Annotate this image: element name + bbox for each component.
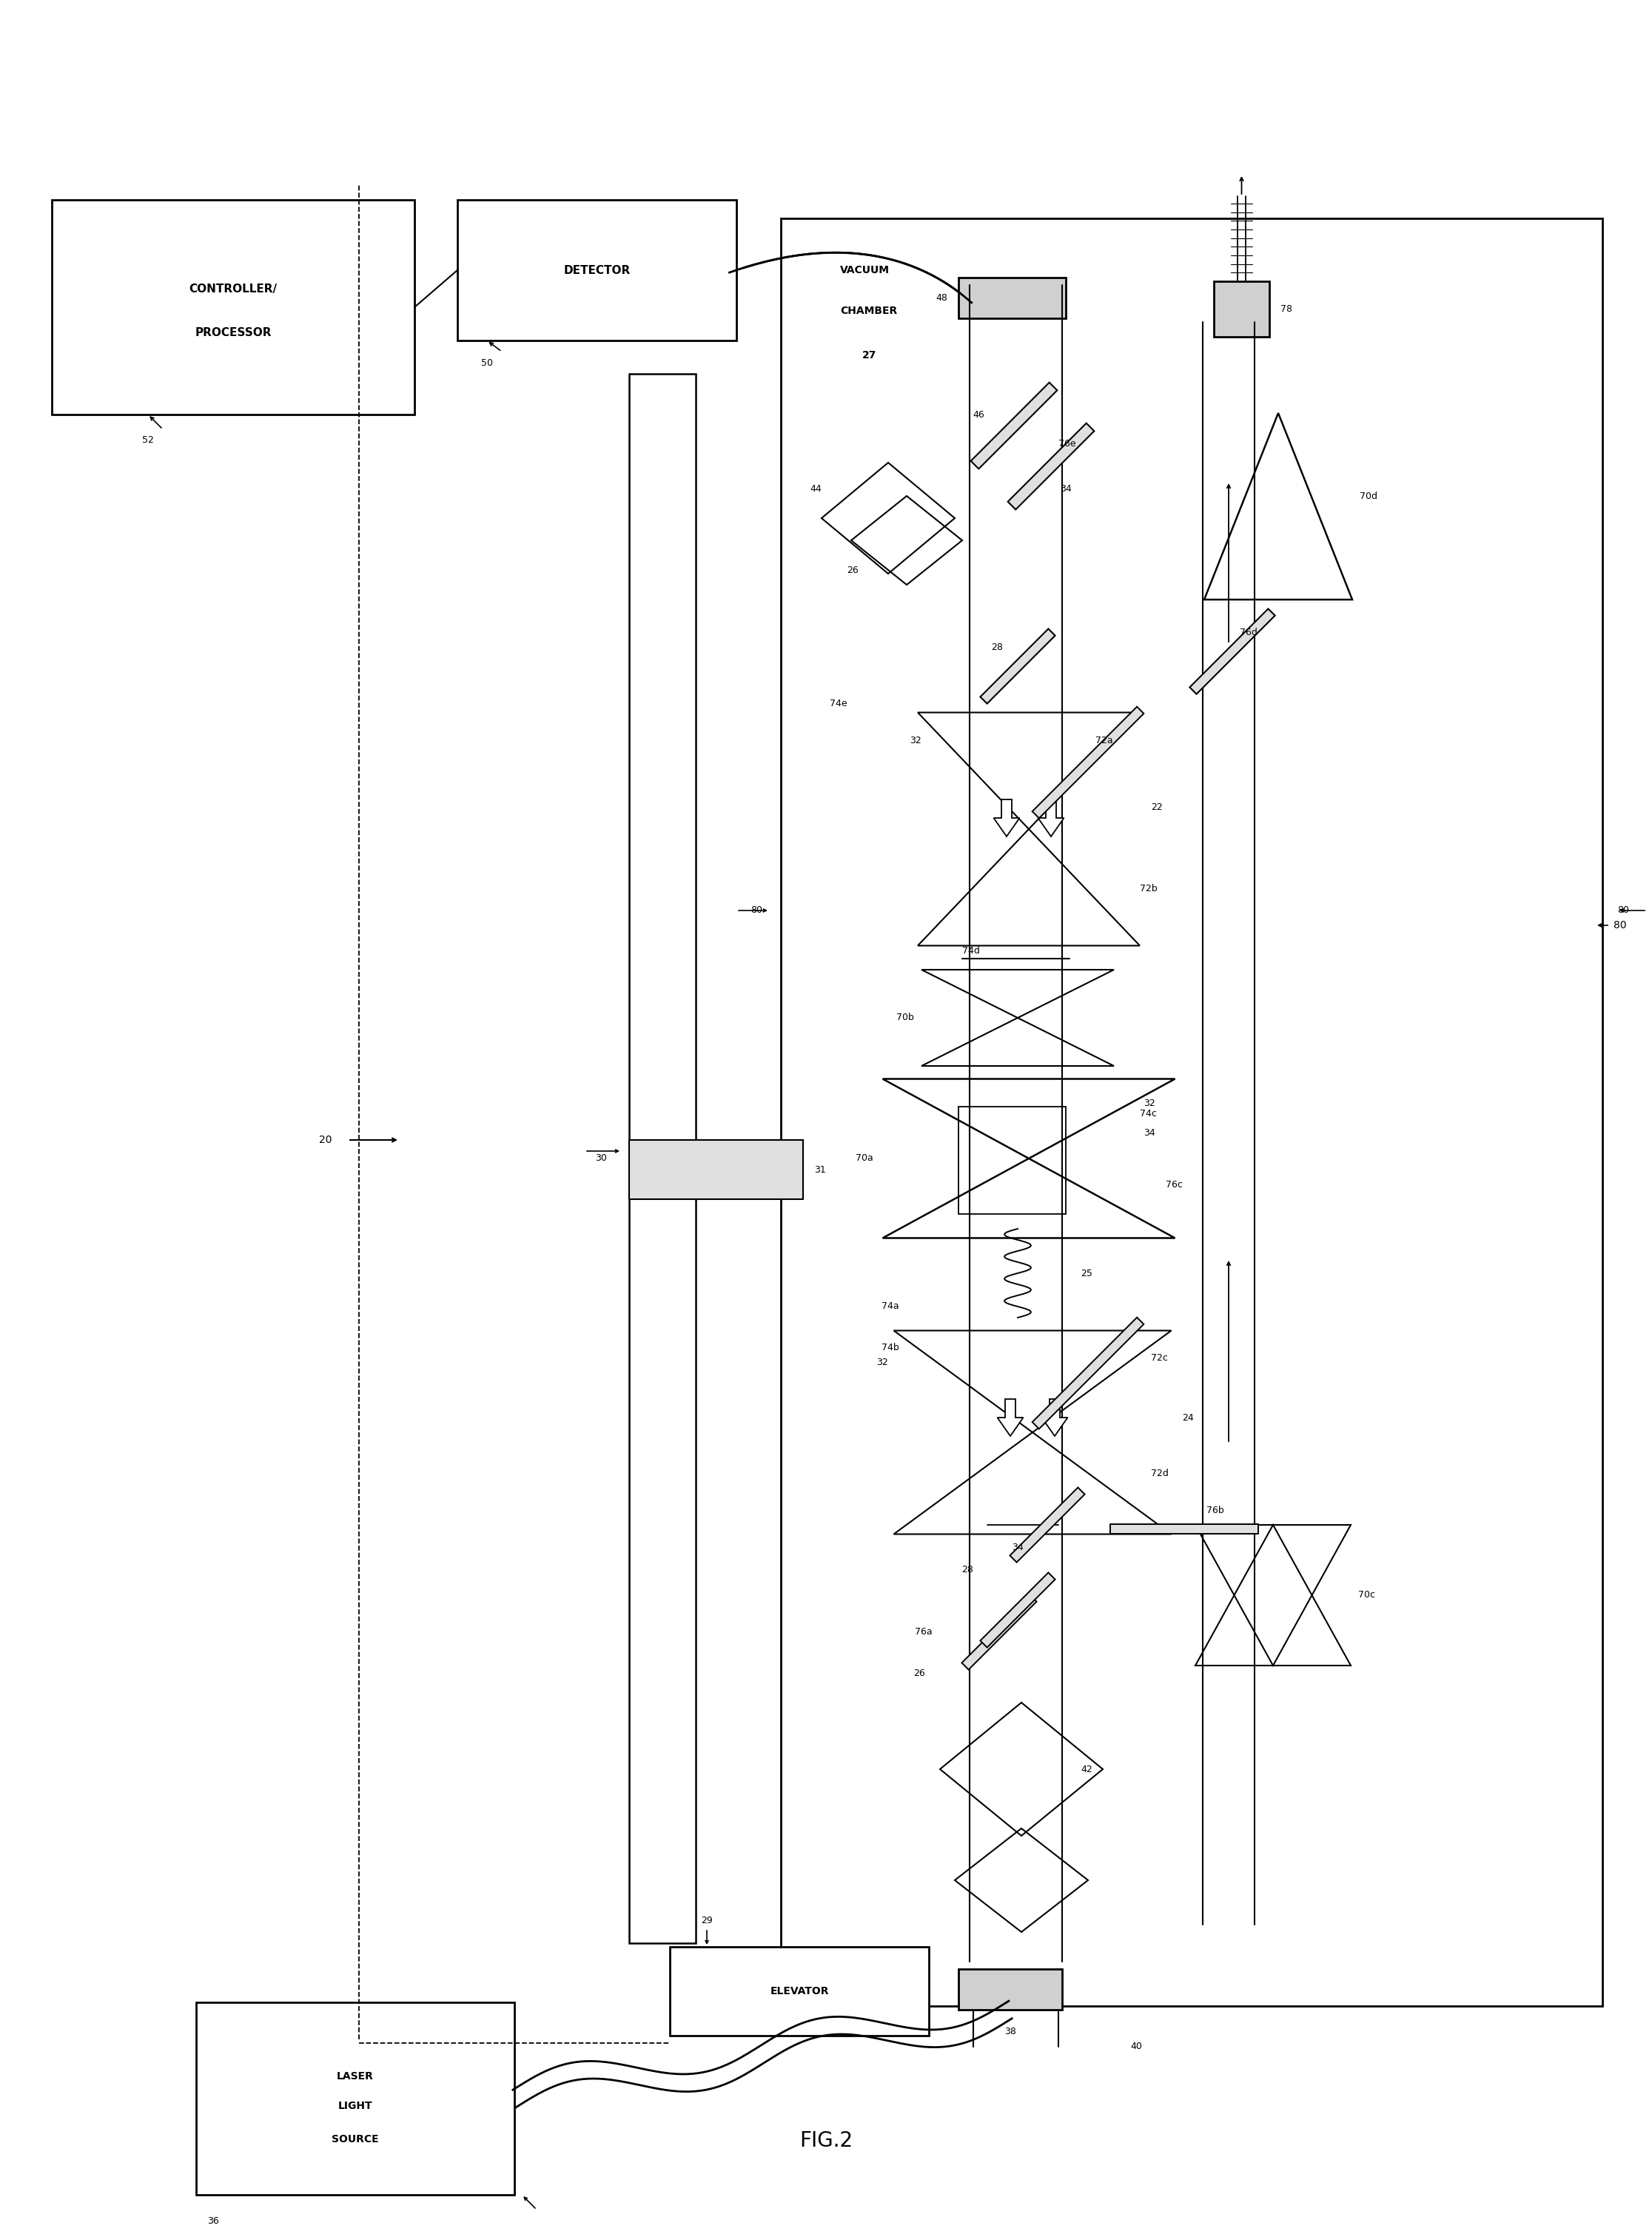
Polygon shape [998,1398,1023,1436]
Polygon shape [1189,608,1275,693]
Text: 20: 20 [319,1134,332,1145]
Text: 74b: 74b [882,1342,899,1351]
Text: PROCESSOR: PROCESSOR [195,327,271,338]
Text: 80: 80 [1617,906,1629,915]
Text: LASER: LASER [337,2071,373,2083]
Text: VACUUM: VACUUM [841,264,890,275]
Polygon shape [980,629,1056,705]
Polygon shape [1042,1398,1067,1436]
Text: 74d: 74d [961,946,980,955]
Bar [458,199,737,340]
Polygon shape [1032,707,1143,819]
Text: 80: 80 [750,906,762,915]
Text: 70d: 70d [1360,492,1378,501]
Text: 74e: 74e [829,698,847,709]
Text: 32: 32 [877,1358,889,1367]
Text: 76d: 76d [1239,629,1257,638]
Text: 50: 50 [481,358,492,367]
Text: 74a: 74a [882,1302,899,1311]
Text: 48: 48 [935,293,947,302]
Text: 70c: 70c [1358,1591,1374,1599]
Text: 72b: 72b [1140,884,1158,893]
Text: 28: 28 [961,1564,973,1575]
Text: 40: 40 [1130,2042,1142,2051]
Text: 30: 30 [595,1154,606,1163]
Bar [1214,282,1269,338]
Text: 76b: 76b [1206,1506,1224,1514]
Text: CHAMBER: CHAMBER [841,306,897,315]
Polygon shape [993,799,1019,837]
Bar [51,199,415,414]
Text: 22: 22 [1151,803,1163,812]
Text: 70b: 70b [897,1013,914,1022]
Bar [958,277,1066,318]
Text: 36: 36 [206,2217,220,2226]
Polygon shape [961,1595,1036,1669]
Text: 46: 46 [973,409,985,418]
Text: 70a: 70a [856,1154,874,1163]
Text: 44: 44 [809,483,821,494]
Text: 26: 26 [914,1669,925,1678]
Text: 72d: 72d [1151,1467,1168,1479]
Text: 80: 80 [1614,919,1627,931]
Text: 76a: 76a [915,1626,933,1637]
Text: FIG.2: FIG.2 [800,2130,852,2152]
Polygon shape [1009,1488,1085,1561]
Text: SOURCE: SOURCE [332,2134,378,2145]
Text: 34: 34 [1061,483,1072,494]
Text: 38: 38 [1004,2027,1016,2036]
Text: 26: 26 [847,566,859,575]
Bar [197,2002,514,2194]
Text: DETECTOR: DETECTOR [563,264,631,275]
Text: 72a: 72a [1095,736,1113,745]
Text: 25: 25 [1080,1268,1092,1277]
Text: 76c: 76c [1166,1179,1183,1190]
Text: LIGHT: LIGHT [339,2101,372,2112]
Text: 27: 27 [862,351,877,360]
Text: 76e: 76e [1059,438,1075,450]
Text: 32: 32 [1143,1098,1155,1107]
Polygon shape [1032,1318,1143,1429]
Text: 72c: 72c [1151,1353,1168,1362]
Text: 32: 32 [910,736,922,745]
Bar [669,1946,928,2036]
Bar [781,219,1602,2007]
Text: 42: 42 [1080,1765,1092,1774]
Text: ELEVATOR: ELEVATOR [770,1986,829,1995]
Text: 74c: 74c [1140,1110,1156,1118]
Polygon shape [1110,1523,1259,1532]
Polygon shape [971,383,1057,470]
Text: 24: 24 [1183,1414,1194,1423]
Bar [629,1141,803,1199]
Text: CONTROLLER/: CONTROLLER/ [188,284,278,295]
Text: 78: 78 [1280,304,1292,313]
Polygon shape [1008,423,1094,510]
Polygon shape [980,1573,1056,1646]
Bar [958,1107,1066,1215]
Text: 52: 52 [142,436,154,445]
Polygon shape [1037,799,1064,837]
Bar [629,374,695,1944]
Text: 34: 34 [1013,1541,1024,1552]
Text: 31: 31 [814,1165,826,1174]
Text: 34: 34 [1143,1127,1155,1136]
Text: 29: 29 [700,1917,712,1926]
Bar [958,1969,1062,2009]
Text: 28: 28 [991,642,1003,653]
